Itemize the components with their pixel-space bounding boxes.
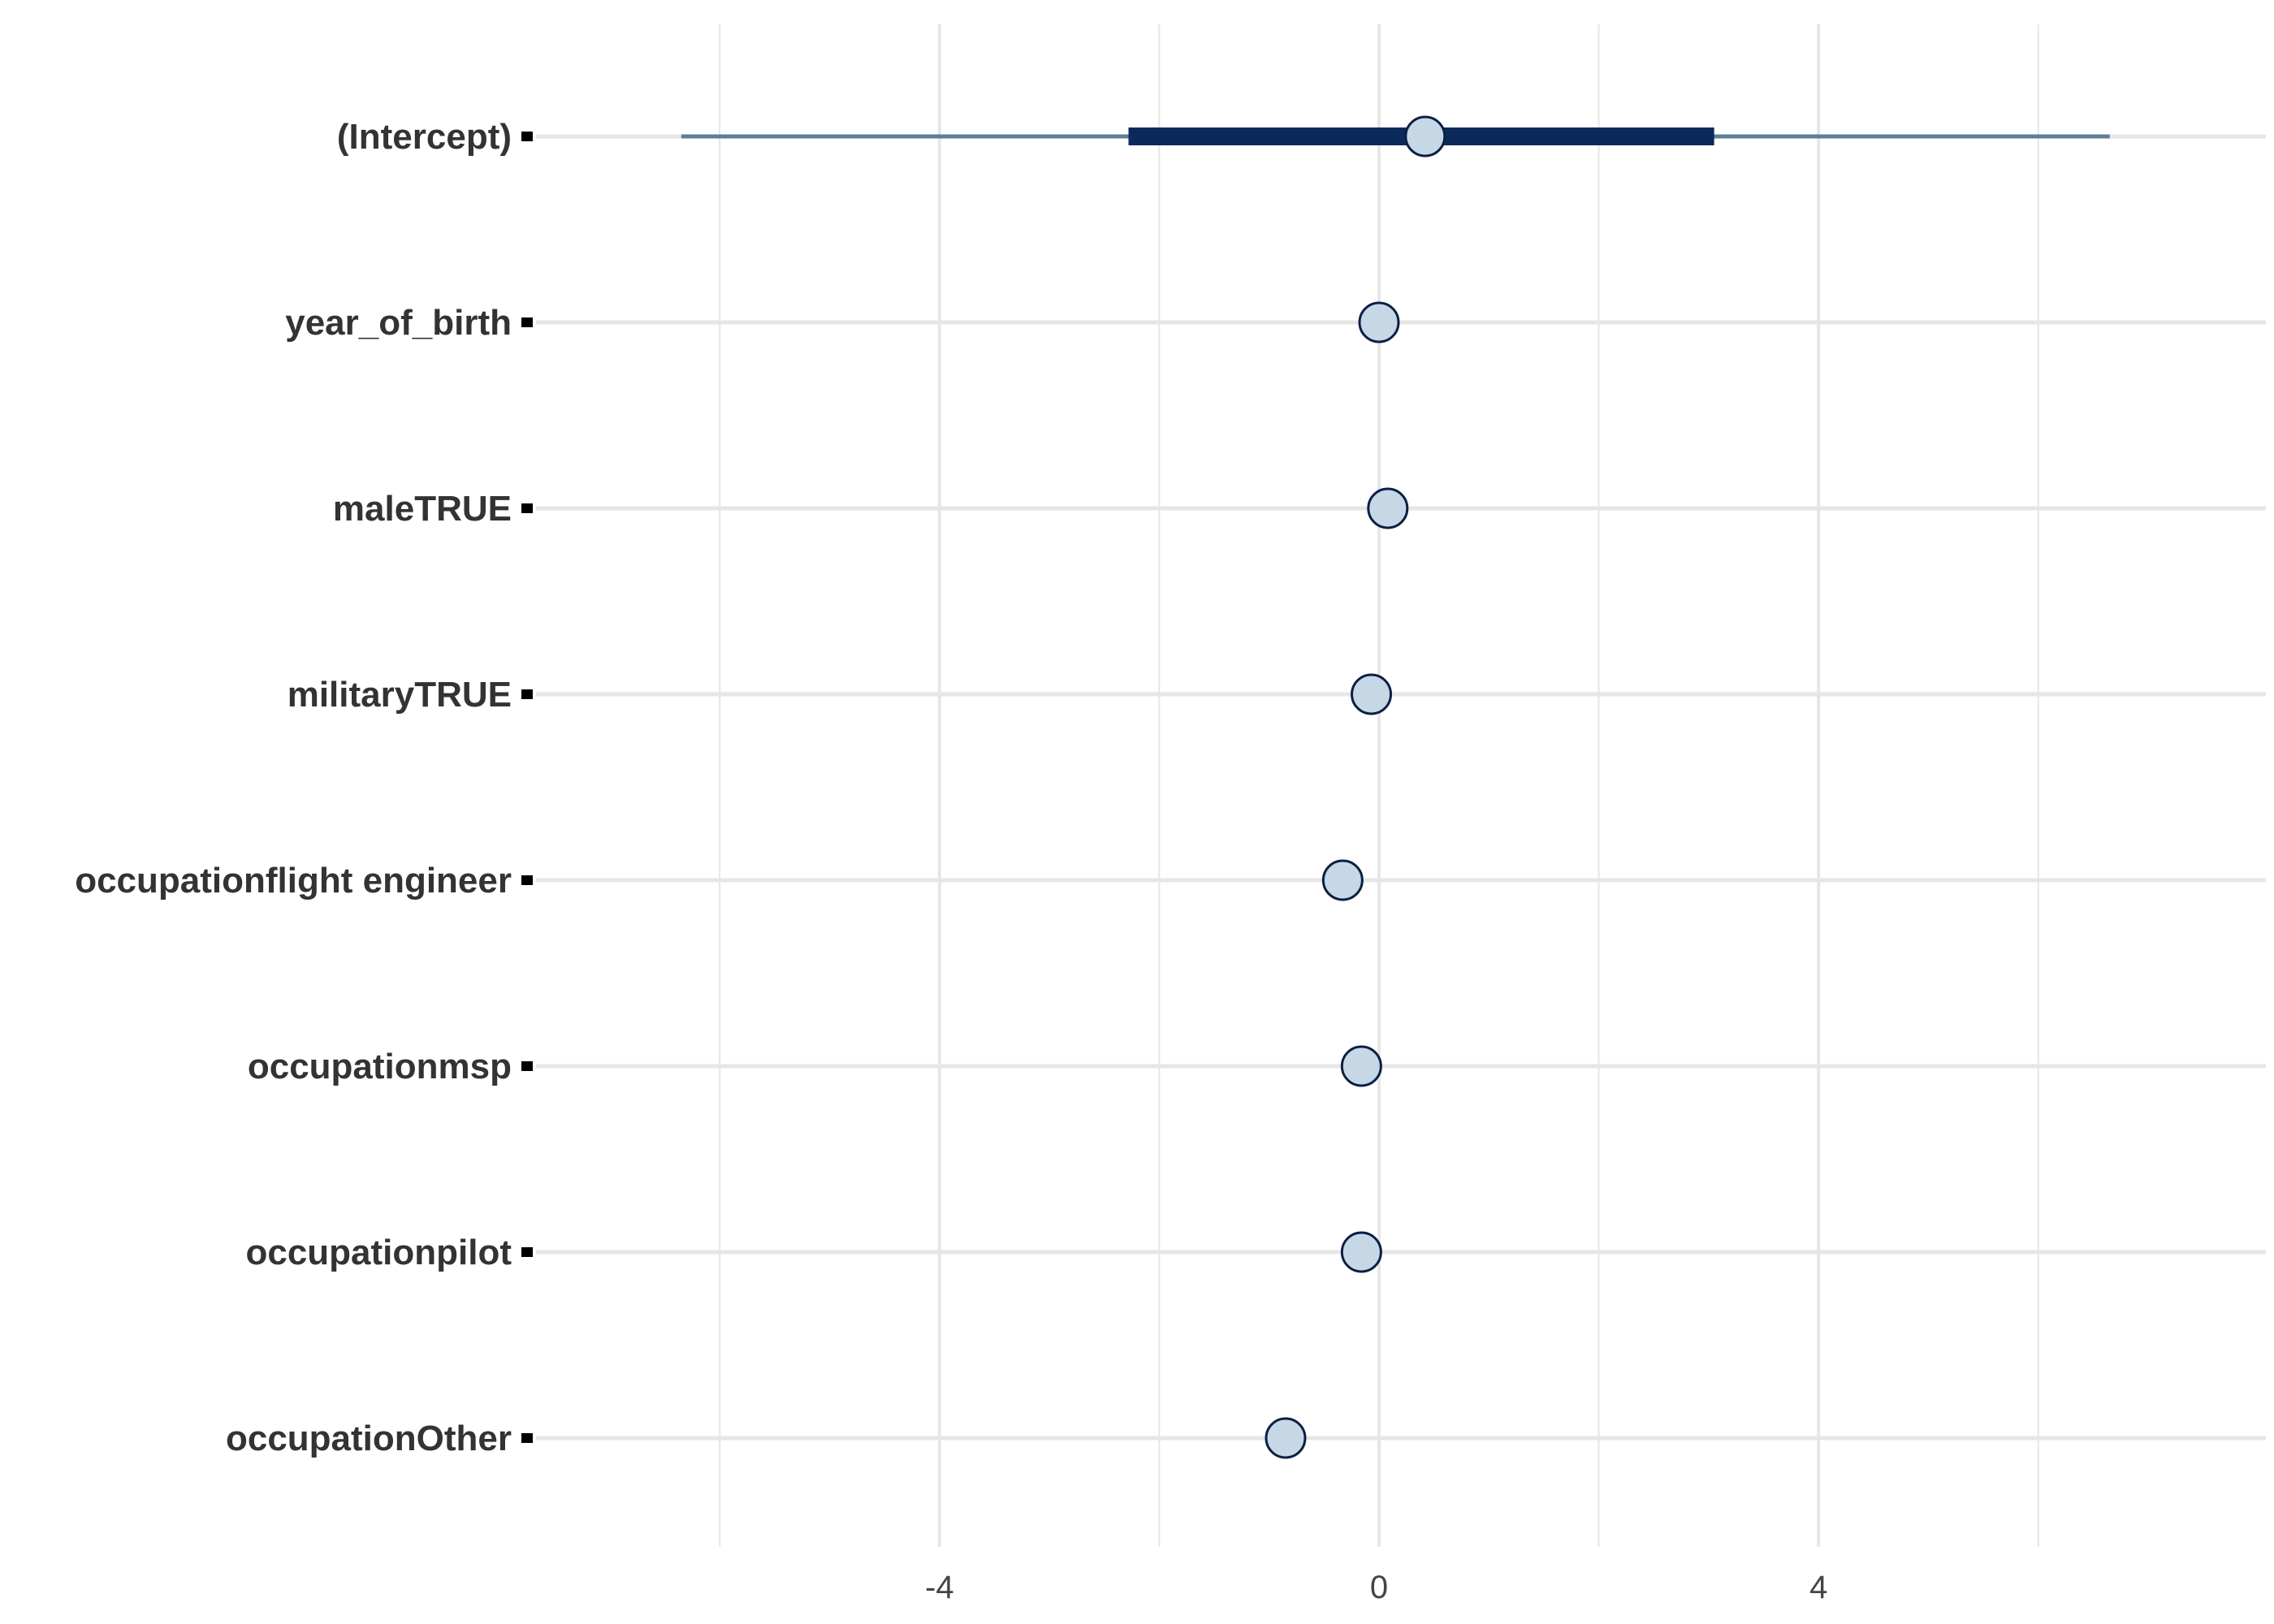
y-category-label: militaryTRUE <box>287 675 512 715</box>
y-category-label: occupationflight engineer <box>75 861 512 901</box>
y-tick-mark <box>521 1247 533 1257</box>
grid-layer <box>536 24 2266 1547</box>
y-category-label: occupationmsp <box>248 1047 512 1086</box>
y-category-label: year_of_birth <box>285 303 512 343</box>
x-tick-label-layer: -4 0 4 <box>925 1570 1827 1605</box>
point-estimate <box>1404 115 1446 158</box>
x-tick-label: 4 <box>1809 1570 1827 1605</box>
y-category-label: maleTRUE <box>333 489 512 529</box>
point-estimate <box>1340 1045 1382 1087</box>
y-tick-mark <box>521 875 533 885</box>
category-label-layer: (Intercept) year_of_birth maleTRUE military… <box>75 117 512 1458</box>
x-tick-label: -4 <box>925 1570 954 1605</box>
y-tick-mark <box>521 503 533 513</box>
y-category-label: occupationpilot <box>245 1233 512 1272</box>
inner-interval-layer <box>1128 127 1714 1447</box>
y-category-label: (Intercept) <box>337 117 512 157</box>
point-estimate <box>1265 1417 1307 1459</box>
y-tick-mark <box>521 1061 533 1071</box>
y-tick-marks <box>521 132 533 1443</box>
x-tick-label: 0 <box>1370 1570 1388 1605</box>
point-estimate <box>1367 487 1409 529</box>
point-estimate <box>1321 859 1364 901</box>
point-estimate-layer <box>1265 115 1446 1459</box>
y-tick-mark <box>521 1433 533 1443</box>
y-tick-mark <box>521 689 533 699</box>
point-estimate <box>1340 1231 1382 1273</box>
y-category-label: occupationOther <box>226 1419 512 1458</box>
y-tick-mark <box>521 317 533 327</box>
point-estimate <box>1351 673 1393 715</box>
point-estimate <box>1358 301 1400 343</box>
y-tick-mark <box>521 132 533 141</box>
